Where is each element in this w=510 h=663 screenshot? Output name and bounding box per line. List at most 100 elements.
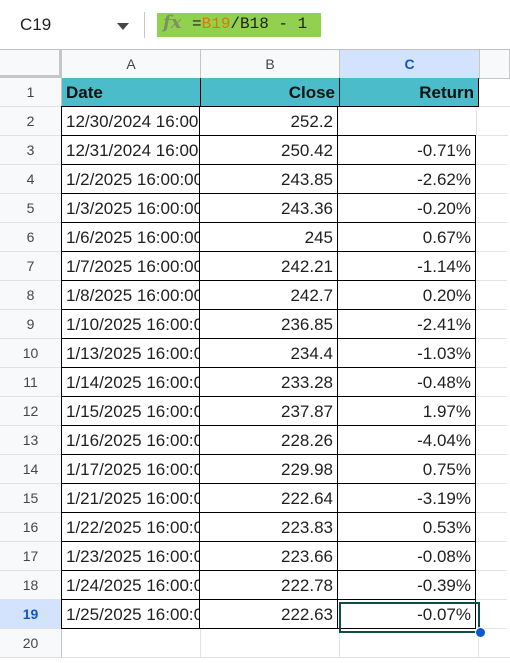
cell-c9[interactable]: -2.41% [337,309,476,339]
cell-c17[interactable]: -0.08% [337,541,476,571]
cell-b3[interactable]: 250.42 [199,135,338,165]
cell-a7[interactable]: 1/7/2025 16:00:00 [61,251,200,281]
cell-b20[interactable] [201,629,340,658]
cell-a20[interactable] [62,629,201,658]
cell-d7[interactable] [476,252,507,281]
cell-c19[interactable]: -0.07% [337,599,476,629]
cell-d8[interactable] [476,281,507,310]
cell-d4[interactable] [476,165,507,194]
fill-handle[interactable] [475,627,486,638]
cell-b12[interactable]: 237.87 [199,396,338,426]
chevron-down-icon[interactable] [117,23,129,30]
cell-d2[interactable] [477,107,508,136]
cell-c5[interactable]: -0.20% [337,193,476,223]
row-header-19[interactable]: 19 [0,600,62,629]
cell-a17[interactable]: 1/23/2025 16:00:00 [61,541,200,571]
row-header-13[interactable]: 13 [0,426,62,455]
cell-c11[interactable]: -0.48% [337,367,476,397]
cell-c1[interactable]: Return [340,78,479,107]
cell-a14[interactable]: 1/17/2025 16:00:00 [61,454,200,484]
cell-a2[interactable]: 12/30/2024 16:00:00 [61,106,200,136]
row-header-6[interactable]: 6 [0,223,62,252]
select-all-corner[interactable] [0,50,62,78]
cell-a4[interactable]: 1/2/2025 16:00:00 [61,164,200,194]
cell-b19[interactable]: 222.63 [199,599,338,629]
cell-a19[interactable]: 1/25/2025 16:00:00 [61,599,200,629]
row-header-3[interactable]: 3 [0,136,62,165]
cell-d1[interactable] [479,78,510,107]
cell-b14[interactable]: 229.98 [199,454,338,484]
row-header-12[interactable]: 12 [0,397,62,426]
cell-a6[interactable]: 1/6/2025 16:00:00 [61,222,200,252]
row-header-4[interactable]: 4 [0,165,62,194]
cell-d12[interactable] [476,397,507,426]
cell-c20[interactable] [340,629,479,658]
row-header-17[interactable]: 17 [0,542,62,571]
cell-b7[interactable]: 242.21 [199,251,338,281]
cell-b11[interactable]: 233.28 [199,367,338,397]
row-header-9[interactable]: 9 [0,310,62,339]
cell-d11[interactable] [476,368,507,397]
cell-d14[interactable] [476,455,507,484]
cell-d3[interactable] [476,136,507,165]
cell-a18[interactable]: 1/24/2025 16:00:00 [61,570,200,600]
cell-b15[interactable]: 222.64 [199,483,338,513]
cell-a12[interactable]: 1/15/2025 16:00:00 [61,396,200,426]
cell-a16[interactable]: 1/22/2025 16:00:00 [61,512,200,542]
row-header-7[interactable]: 7 [0,252,62,281]
cell-a8[interactable]: 1/8/2025 16:00:00 [61,280,200,310]
cell-d18[interactable] [476,571,507,600]
row-header-15[interactable]: 15 [0,484,62,513]
cell-d17[interactable] [476,542,507,571]
cell-b16[interactable]: 223.83 [199,512,338,542]
cell-b8[interactable]: 242.7 [199,280,338,310]
row-header-5[interactable]: 5 [0,194,62,223]
row-header-11[interactable]: 11 [0,368,62,397]
cell-d16[interactable] [476,513,507,542]
row-header-20[interactable]: 20 [0,629,62,658]
cell-b1[interactable]: Close [201,78,340,107]
cell-d10[interactable] [476,339,507,368]
cell-c7[interactable]: -1.14% [337,251,476,281]
cell-a15[interactable]: 1/21/2025 16:00:00 [61,483,200,513]
cell-c16[interactable]: 0.53% [337,512,476,542]
row-header-18[interactable]: 18 [0,571,62,600]
cell-c3[interactable]: -0.71% [337,135,476,165]
cell-a13[interactable]: 1/16/2025 16:00:00 [61,425,200,455]
cell-a10[interactable]: 1/13/2025 16:00:00 [61,338,200,368]
cell-c4[interactable]: -2.62% [337,164,476,194]
cell-a5[interactable]: 1/3/2025 16:00:00 [61,193,200,223]
cell-b5[interactable]: 243.36 [199,193,338,223]
cell-b9[interactable]: 236.85 [199,309,338,339]
cell-c10[interactable]: -1.03% [337,338,476,368]
cell-b17[interactable]: 223.66 [199,541,338,571]
cell-d6[interactable] [476,223,507,252]
cell-b13[interactable]: 228.26 [199,425,338,455]
name-box[interactable]: C19 [0,5,142,45]
row-header-10[interactable]: 10 [0,339,62,368]
cell-a9[interactable]: 1/10/2025 16:00:00 [61,309,200,339]
cell-d5[interactable] [476,194,507,223]
cell-c15[interactable]: -3.19% [337,483,476,513]
cell-b2[interactable]: 252.2 [199,106,338,136]
cell-c6[interactable]: 0.67% [337,222,476,252]
cell-a3[interactable]: 12/31/2024 16:00:00 [61,135,200,165]
cell-c2[interactable] [338,107,477,136]
cell-b4[interactable]: 243.85 [199,164,338,194]
row-header-1[interactable]: 1 [0,78,62,107]
formula-text[interactable]: =B19/B18 - 1 [192,15,307,33]
row-header-14[interactable]: 14 [0,455,62,484]
cell-d15[interactable] [476,484,507,513]
column-header-d[interactable] [480,50,510,79]
cell-b18[interactable]: 222.78 [199,570,338,600]
cell-c8[interactable]: 0.20% [337,280,476,310]
cell-a1[interactable]: Date [62,78,201,107]
cell-b10[interactable]: 234.4 [199,338,338,368]
cell-c13[interactable]: -4.04% [337,425,476,455]
row-header-2[interactable]: 2 [0,107,62,136]
row-header-16[interactable]: 16 [0,513,62,542]
cell-b6[interactable]: 245 [199,222,338,252]
cell-a11[interactable]: 1/14/2025 16:00:00 [61,367,200,397]
column-header-c[interactable]: C [340,50,480,79]
cell-d19[interactable] [476,600,507,629]
